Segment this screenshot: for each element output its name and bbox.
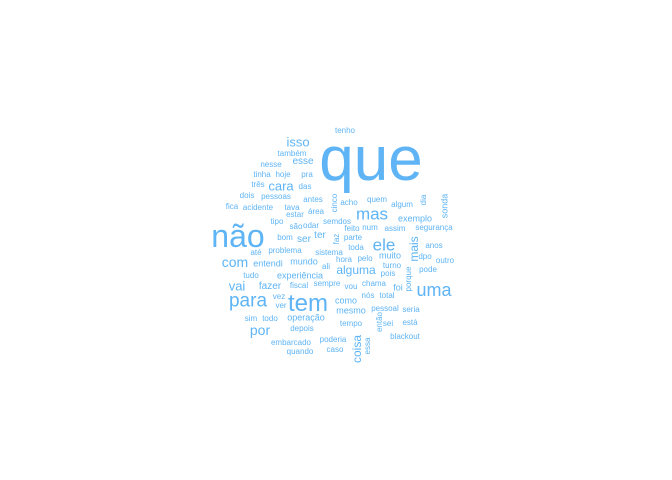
word-essa: essa <box>363 337 372 355</box>
word-ter: ter <box>314 230 326 241</box>
word-depois: depois <box>290 324 314 333</box>
word-exemplo: exemplo <box>397 213 433 224</box>
word-pra: pra <box>301 170 313 179</box>
word-operacao: operação <box>287 312 325 323</box>
word-entendi: entendi <box>253 258 283 269</box>
word-porque: porque <box>404 266 413 292</box>
word-sonda: sonda <box>439 193 450 219</box>
word-feito: feito <box>344 224 360 233</box>
word-tenho: tenho <box>334 126 356 135</box>
word-total: total <box>379 291 395 300</box>
word-seguranca: segurança <box>415 223 453 232</box>
word-tem: tem <box>287 290 329 317</box>
word-nesse: nesse <box>260 160 282 169</box>
word-fiscal: fiscal <box>289 281 309 290</box>
word-seria: seria <box>402 305 420 314</box>
word-estar: estar <box>286 210 304 219</box>
word-sao: são <box>289 222 303 231</box>
word-das: das <box>298 182 312 191</box>
word-ate: até <box>250 248 262 257</box>
word-ser: ser <box>297 234 311 245</box>
word-experiencia: experiência <box>276 270 324 281</box>
word-para: para <box>228 290 268 312</box>
word-fazer: fazer <box>258 281 282 292</box>
word-toda: toda <box>348 243 364 252</box>
word-turno: turno <box>382 261 402 270</box>
word-semdos: semdos <box>322 217 352 226</box>
word-tres: três <box>251 180 265 189</box>
word-chama: chama <box>361 279 387 288</box>
word-sim: sim <box>244 314 258 323</box>
word-pode: pode <box>419 265 437 274</box>
word-num: num <box>362 223 378 232</box>
word-anos: anos <box>425 241 443 250</box>
word-parte: parte <box>343 233 363 242</box>
word-muito: muito <box>378 250 402 261</box>
word-foi: foi <box>393 282 403 293</box>
word-mundo: mundo <box>290 256 318 267</box>
word-todo: todo <box>262 314 278 323</box>
word-bom: bom <box>277 233 293 242</box>
word-assim: assim <box>384 224 406 233</box>
word-faz: faz <box>332 233 341 245</box>
word-quem: quem <box>366 195 388 204</box>
word-odar: odar <box>302 221 320 230</box>
word-fica: fica <box>225 202 239 211</box>
word-problema: problema <box>268 246 302 255</box>
word-blackout: blackout <box>390 332 420 341</box>
word-sei: sei <box>382 319 394 328</box>
word-vai: vai <box>228 278 246 294</box>
word-nao: não <box>211 218 265 254</box>
word-quando: quando <box>286 347 314 356</box>
word-mesmo: mesmo <box>336 305 366 316</box>
word-cinco: cinco <box>330 193 339 213</box>
word-que: que <box>319 125 423 194</box>
word-pessoal: pessoal <box>371 304 399 313</box>
word-por: por <box>249 322 271 338</box>
word-hoje: hoje <box>275 170 291 179</box>
word-ver: ver <box>275 301 287 310</box>
word-pessoas: pessoas <box>261 192 291 201</box>
word-isso: isso <box>286 134 310 150</box>
word-coisa: coisa <box>350 334 364 364</box>
word-vou: vou <box>344 282 358 291</box>
word-tudo: tudo <box>243 271 259 280</box>
word-embarcado: embarcado <box>270 338 312 347</box>
word-area: área <box>307 207 325 216</box>
word-dpo: dpo <box>418 252 432 261</box>
word-caso: caso <box>326 345 344 354</box>
word-nos: nós <box>361 291 375 300</box>
word-como: como <box>334 295 358 306</box>
word-poderia: poderia <box>319 335 347 344</box>
word-tipo: tipo <box>270 217 284 226</box>
word-tambem: também <box>277 149 307 158</box>
word-esta: está <box>402 318 418 327</box>
word-acidente: acidente <box>242 203 274 212</box>
word-algum: algum <box>391 200 413 209</box>
word-tempo: tempo <box>339 319 363 328</box>
word-acho: acho <box>340 198 358 207</box>
word-antes: antes <box>303 195 323 204</box>
word-cara: cara <box>268 178 294 194</box>
word-dia: dia <box>419 194 428 206</box>
word-outro: outro <box>435 256 455 265</box>
word-sempre: sempre <box>313 279 341 288</box>
word-sistema: sistema <box>315 248 343 257</box>
word-mas: mas <box>355 204 389 224</box>
word-alguma: alguma <box>336 263 376 277</box>
word-pois: pois <box>380 269 396 278</box>
word-tinha: tinha <box>253 170 271 179</box>
word-esse: esse <box>292 156 314 167</box>
word-tava: tava <box>284 203 300 212</box>
word-pelo: pelo <box>357 254 373 263</box>
word-com: com <box>221 254 249 270</box>
word-hora: hora <box>335 255 353 264</box>
word-dois: dois <box>239 191 255 200</box>
word-uma: uma <box>416 280 452 300</box>
word-vez: vez <box>272 292 286 301</box>
word-ele: ele <box>372 235 396 255</box>
word-ali: ali <box>321 262 331 271</box>
